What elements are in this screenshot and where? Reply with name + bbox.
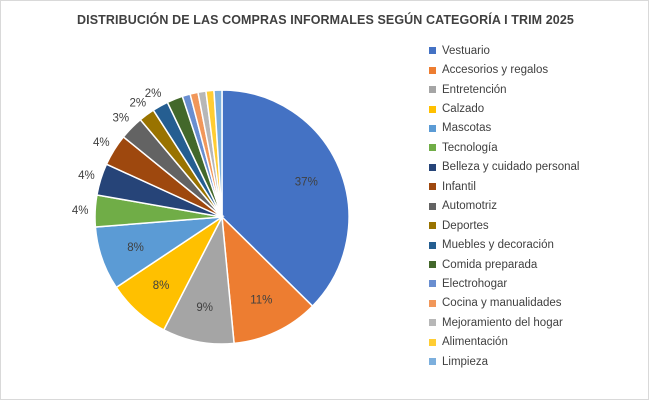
data-label: 8% — [153, 280, 170, 292]
legend-swatch — [429, 338, 436, 346]
legend: Vestuario Accesorios y regalos Entretenció… — [429, 41, 579, 371]
legend-item: Muebles y decoración — [429, 235, 579, 254]
legend-label: Limpieza — [442, 355, 489, 368]
legend-item: Tecnología — [429, 138, 579, 157]
legend-item: Infantil — [429, 177, 579, 196]
legend-swatch — [429, 144, 436, 152]
data-label: 11% — [250, 295, 272, 307]
chart-title: DISTRIBUCIÓN DE LAS COMPRAS INFORMALES S… — [77, 13, 574, 27]
legend-item: Entretención — [429, 80, 579, 99]
legend-item: Alimentación — [429, 333, 579, 352]
pie-slice — [221, 89, 350, 308]
legend-item: Accesorios y regalos — [429, 60, 579, 79]
legend-item: Calzado — [429, 99, 579, 118]
legend-swatch — [429, 299, 436, 307]
legend-swatch — [429, 105, 436, 113]
legend-swatch — [429, 280, 436, 288]
legend-label: Automotriz — [442, 200, 497, 213]
legend-item: Deportes — [429, 216, 579, 235]
legend-item: Automotriz — [429, 197, 579, 216]
data-label: 4% — [78, 170, 95, 182]
data-label: 8% — [127, 242, 144, 254]
legend-swatch — [429, 202, 436, 210]
legend-label: Alimentación — [442, 336, 508, 349]
data-label: 4% — [72, 205, 89, 217]
legend-swatch — [429, 66, 436, 74]
data-label: 3% — [112, 112, 129, 124]
legend-item: Electrohogar — [429, 274, 579, 293]
legend-swatch — [429, 47, 436, 55]
legend-label: Belleza y cuidado personal — [442, 161, 580, 174]
legend-item: Vestuario — [429, 41, 579, 60]
legend-swatch — [429, 86, 436, 94]
legend-item: Comida preparada — [429, 255, 579, 274]
legend-swatch — [429, 319, 436, 327]
legend-label: Calzado — [442, 103, 485, 116]
legend-swatch — [429, 163, 436, 171]
legend-label: Electrohogar — [442, 277, 508, 290]
legend-label: Muebles y decoración — [442, 239, 554, 252]
legend-label: Infantil — [442, 180, 476, 193]
legend-swatch — [429, 222, 436, 230]
data-label: 9% — [196, 302, 213, 314]
data-label: 2% — [145, 88, 162, 100]
legend-label: Mascotas — [442, 122, 492, 135]
legend-item: Limpieza — [429, 352, 579, 371]
legend-label: Comida preparada — [442, 258, 538, 271]
legend-swatch — [429, 358, 436, 366]
legend-label: Tecnología — [442, 141, 498, 154]
legend-swatch — [429, 183, 436, 191]
legend-label: Accesorios y regalos — [442, 64, 549, 77]
pie-slice — [213, 89, 223, 218]
legend-item: Mejoramiento del hogar — [429, 313, 579, 332]
legend-label: Mejoramiento del hogar — [442, 316, 563, 329]
data-label: 37% — [295, 177, 318, 189]
legend-label: Cocina y manualidades — [442, 297, 562, 310]
legend-item: Belleza y cuidado personal — [429, 158, 579, 177]
legend-swatch — [429, 241, 436, 249]
legend-label: Deportes — [442, 219, 489, 232]
legend-item: Cocina y manualidades — [429, 294, 579, 313]
data-label: 4% — [93, 137, 110, 149]
pie-slice — [221, 215, 314, 345]
legend-label: Vestuario — [442, 44, 490, 57]
legend-label: Entretención — [442, 83, 507, 96]
legend-swatch — [429, 124, 436, 132]
legend-item: Mascotas — [429, 119, 579, 138]
legend-swatch — [429, 261, 436, 269]
data-label: 2% — [129, 98, 146, 110]
